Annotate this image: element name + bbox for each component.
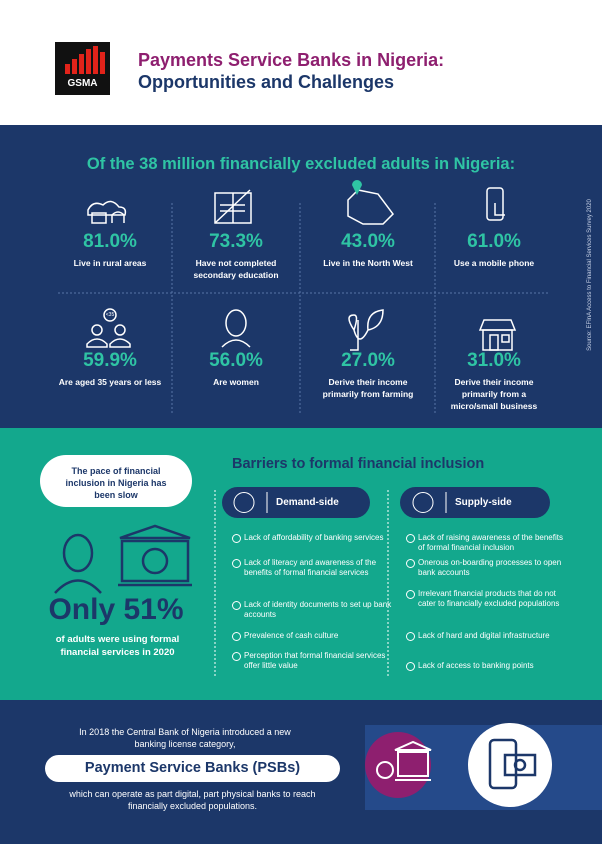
supply-title: Supply-side: [455, 497, 512, 508]
inclusion-section: The pace of financial inclusion in Niger…: [0, 428, 602, 700]
logo: GSMA: [55, 42, 110, 95]
stat-label: Have not completed secondary education: [193, 258, 279, 280]
psb: Payment Service Banks (PSBs): [45, 755, 340, 782]
title: Payments Service Banks in Nigeria:: [138, 50, 445, 70]
stat-label: Derive their income primarily from farmi…: [322, 377, 414, 399]
bubble: The pace of financial inclusion in Niger…: [40, 455, 192, 507]
bullet-item: Lack of access to banking points: [406, 661, 566, 671]
stat: 56.0% Are women: [176, 350, 296, 388]
stat-value: 56.0%: [209, 350, 263, 371]
bullet-item: Lack of hard and digital infrastructure: [406, 631, 566, 641]
intro: In 2018 the Central Bank of Nigeria intr…: [79, 727, 291, 749]
stat-value: 31.0%: [467, 350, 521, 371]
bullet-item: Perception that formal financial service…: [232, 651, 392, 671]
icon-text: <35: [105, 312, 115, 318]
footer: In 2018 the Central Bank of Nigeria intr…: [0, 700, 602, 844]
footer-icons: [365, 723, 552, 807]
stat-label: Are aged 35 years or less: [58, 377, 162, 387]
stat-value: 43.0%: [341, 231, 395, 252]
bullet-item: Lack of literacy and awareness of the be…: [232, 558, 392, 578]
dividers: [58, 180, 550, 415]
stat: 81.0% Live in rural areas: [50, 231, 170, 269]
stat-label: Use a mobile phone: [453, 258, 535, 268]
stat-value: 27.0%: [341, 350, 395, 371]
stat: 61.0% Use a mobile phone: [434, 231, 554, 269]
stats-section: Of the 38 million financially excluded a…: [0, 125, 602, 428]
stats-heading: Of the 38 million financially excluded a…: [86, 155, 516, 173]
demand-title: Demand-side: [276, 497, 339, 508]
logo-text: GSMA: [67, 78, 98, 89]
bullet-item: Lack of raising awareness of the benefit…: [406, 533, 566, 553]
source: Source: EFInA Access to Financial Servic…: [587, 199, 593, 351]
stat: 31.0% Derive their income primarily from …: [434, 350, 554, 412]
stat: 27.0% Derive their income primarily from …: [308, 350, 428, 400]
bullet-item: Onerous on-boarding processes to open ba…: [406, 558, 566, 578]
stat: 73.3% Have not completed secondary educat…: [176, 231, 296, 281]
bullet-item: Lack of affordability of banking service…: [232, 533, 392, 543]
headline: Only 51%: [48, 593, 184, 626]
bullet-item: Irrelevant financial products that do no…: [406, 589, 566, 609]
pills: [214, 487, 550, 678]
stat-value: 59.9%: [83, 350, 137, 371]
barriers-heading: Barriers to formal financial inclusion: [232, 456, 485, 472]
stat-label: Live in the North West: [323, 258, 413, 268]
stat: 59.9% Are aged 35 years or less: [50, 350, 170, 388]
logo-bars: [65, 46, 105, 74]
subtext: of adults were using formal financial se…: [55, 634, 180, 658]
title: Opportunities and Challenges: [138, 72, 395, 92]
bullet-item: Lack of identity documents to set up ban…: [232, 600, 392, 620]
stat-value: 61.0%: [467, 231, 521, 252]
bullet-item: Prevalence of cash culture: [232, 631, 392, 641]
stat-value: 73.3%: [209, 231, 263, 252]
stat-label: Derive their income primarily from a mic…: [450, 377, 538, 411]
stat-value: 81.0%: [83, 231, 137, 252]
people-bank-icons: [54, 524, 192, 594]
outro: which can operate as part digital, part …: [69, 789, 316, 811]
header: GSMA Payments Service Banks in Nigeria: …: [0, 0, 602, 125]
stat: 43.0% Live in the North West: [308, 231, 428, 269]
stat-label: Live in rural areas: [73, 258, 147, 268]
stat-label: Are women: [213, 377, 259, 387]
